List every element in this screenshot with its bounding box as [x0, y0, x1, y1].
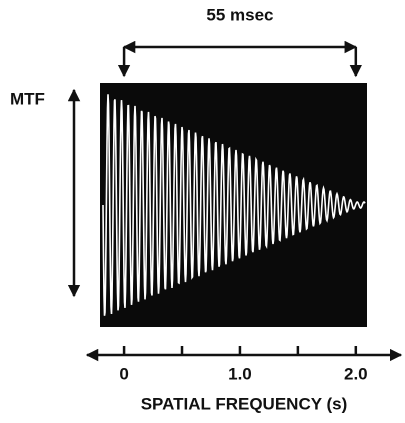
x-tick-label: 2.0	[344, 364, 368, 383]
x-tick-label: 1.0	[228, 364, 252, 383]
x-tick-label: 0	[119, 364, 128, 383]
figure: MTF SPATIAL FREQUENCY (s) 55 msec 0 1.0 2.…	[0, 0, 405, 423]
y-axis-label: MTF	[10, 89, 45, 108]
annotation: 55 msec	[206, 5, 273, 24]
x-axis-label: SPATIAL FREQUENCY (s)	[141, 394, 348, 413]
